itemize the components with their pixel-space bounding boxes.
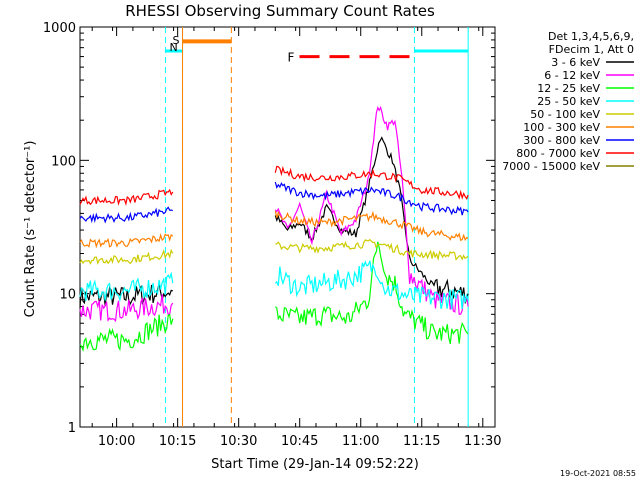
legend-entry-label: 6 - 12 keV [544,69,600,82]
series-line [274,260,469,310]
legend-entry-label: 50 - 100 keV [530,108,600,121]
chart-title: RHESSI Observing Summary Count Rates [125,2,435,20]
series-line [79,294,174,323]
series-line [274,165,469,201]
x-tick-label: 10:00 [98,434,135,449]
y-axis-label: Count Rate (s⁻¹ detector⁻¹) [23,141,38,318]
series-line [79,206,173,224]
series-line [274,105,469,315]
series-line [79,248,174,266]
series-line [79,233,174,249]
legend-header: FDecim 1, Att 0 [549,43,634,56]
flare-label: F [288,51,295,65]
x-axis-label: Start Time (29-Jan-14 09:52:22) [211,457,419,472]
legend-entry-label: 800 - 7000 keV [516,147,600,160]
x-tick-label: 10:45 [281,434,318,449]
series-line [274,181,469,216]
saa-start-label: S [172,34,179,47]
footer-date: 19-Oct-2021 08:55 [560,469,636,478]
legend-entry-label: 12 - 25 keV [537,82,600,95]
plot-area: 1 10 100 1000 10:00 10:15 10:30 10:45 11:00 11:15… [43,21,502,449]
legend-entry-label: 3 - 6 keV [551,56,600,69]
series-line [79,188,174,207]
legend-entry-label: 7000 - 15000 keV [502,160,600,173]
series-line [79,271,174,303]
y-tick-label: 1000 [43,21,76,36]
series-line [275,238,469,261]
y-tick-label: 10 [59,288,76,303]
y-tick-label: 1 [68,421,76,436]
x-tick-label: 11:00 [342,434,379,449]
plot-frame [79,26,496,428]
series-line [274,241,469,345]
legend: Det 1,3,4,5,6,9,FDecim 1, Att 03 - 6 keV… [502,30,634,173]
legend-entry-label: 100 - 300 keV [523,121,600,134]
legend-entry-label: 25 - 50 keV [537,95,600,108]
x-tick-label: 10:15 [159,434,196,449]
x-tick-label: 10:30 [220,434,257,449]
series-line [79,313,174,353]
saa-end-label: N [169,41,177,54]
y-tick-label: 100 [51,154,76,169]
legend-entry-label: 300 - 800 keV [523,134,600,147]
series-line [274,210,469,242]
legend-header: Det 1,3,4,5,6,9, [548,30,634,43]
x-tick-label: 11:15 [403,434,440,449]
x-tick-label: 11:30 [464,434,501,449]
